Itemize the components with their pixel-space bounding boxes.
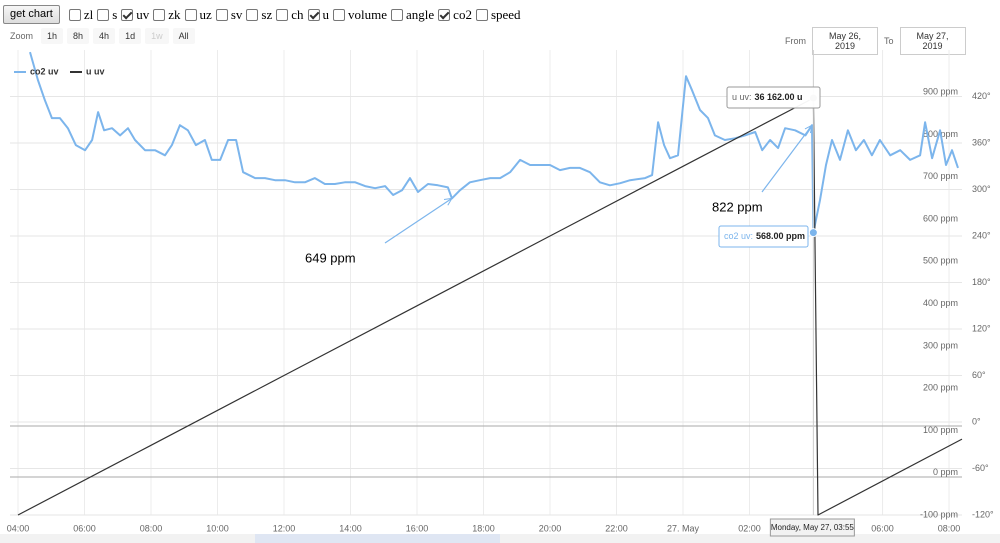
y-tick-label: 100 ppm <box>923 425 958 435</box>
y2-tick-label: 240° <box>972 230 991 240</box>
hover-point <box>808 228 818 238</box>
zoom-button[interactable]: 1h <box>41 28 64 44</box>
annotation-arrowhead <box>443 197 453 206</box>
checkbox[interactable] <box>68 8 81 21</box>
from-input[interactable]: May 26, 2019 <box>812 27 878 55</box>
to-label: To <box>884 36 894 46</box>
annotation-label: 649 ppm <box>305 250 356 265</box>
tooltip <box>726 86 821 109</box>
zoom-bar: Zoom 1h 8h 4h 1d 1w All <box>10 28 195 44</box>
checkbox[interactable] <box>184 8 197 21</box>
tooltip-label: u uv: <box>732 92 752 102</box>
y2-tick-label: -60° <box>972 463 989 473</box>
checkbox-label: zl <box>83 6 94 22</box>
navigator-window[interactable] <box>255 534 500 543</box>
x-tick-label: 08:00 <box>140 523 163 533</box>
checkbox[interactable] <box>97 8 110 21</box>
x-tick-label: 20:00 <box>539 523 562 533</box>
checkbox[interactable] <box>307 8 320 21</box>
x-tick-label: 12:00 <box>273 523 296 533</box>
checkbox-label: u <box>322 6 330 22</box>
checkbox-label: uz <box>199 6 212 22</box>
y-tick-label: 0 ppm <box>933 467 958 477</box>
checkbox[interactable] <box>276 8 289 21</box>
x-tick-label: 04:00 <box>7 523 30 533</box>
y2-tick-label: 120° <box>972 323 991 333</box>
y2-tick-label: -120° <box>972 509 994 519</box>
x-tick-label: 10:00 <box>206 523 229 533</box>
tooltip-text: co2 uv: 568.00 ppm <box>724 231 805 241</box>
x-tick-label: 16:00 <box>406 523 429 533</box>
tooltip-value: 36 162.00 u <box>755 92 803 102</box>
y2-tick-label: 360° <box>972 137 991 147</box>
x-tick-label: 06:00 <box>73 523 96 533</box>
checkbox-label: uv <box>136 6 150 22</box>
checkbox[interactable] <box>438 8 451 21</box>
checkbox-label: co2 <box>453 6 472 22</box>
series-line <box>17 97 963 516</box>
range-selector: From May 26, 2019 To May 27, 2019 <box>785 27 972 55</box>
annotation-arrow <box>761 124 813 193</box>
series-line <box>29 51 959 234</box>
x-tick-label: 27. May <box>667 523 700 533</box>
checkbox-label: ch <box>291 6 304 22</box>
zoom-button[interactable]: 1d <box>119 28 142 44</box>
get-chart-button[interactable]: get chart <box>3 5 60 24</box>
y-tick-label: 900 ppm <box>923 87 958 97</box>
y2-tick-label: 0° <box>972 416 981 426</box>
x-tick-label: 22:00 <box>605 523 628 533</box>
zoom-button[interactable]: 4h <box>93 28 116 44</box>
legend-label: u uv <box>86 66 105 76</box>
tooltip-label: co2 uv: <box>724 231 753 241</box>
checkbox[interactable] <box>391 8 404 21</box>
checkbox[interactable] <box>475 8 488 21</box>
checkbox[interactable] <box>153 8 166 21</box>
checkbox[interactable] <box>333 8 346 21</box>
crosshair-label-box <box>769 518 855 537</box>
checkbox-label: speed <box>490 6 521 22</box>
crosshair-label: Monday, May 27, 03:55 <box>771 523 855 532</box>
checkbox-label: sz <box>261 6 273 22</box>
annotation-arrow <box>384 197 453 244</box>
y-tick-label: -100 ppm <box>920 509 958 519</box>
checkbox-label: sv <box>230 6 243 22</box>
x-tick-label: 06:00 <box>871 523 894 533</box>
checkbox[interactable] <box>246 8 259 21</box>
checkbox-label: zk <box>168 6 181 22</box>
zoom-button[interactable]: 8h <box>67 28 90 44</box>
zoom-label: Zoom <box>10 31 34 41</box>
from-label: From <box>785 36 806 46</box>
checkbox-label: angle <box>406 6 435 22</box>
x-tick-label: 02:00 <box>738 523 761 533</box>
to-input[interactable]: May 27, 2019 <box>899 27 966 55</box>
annotation-label: 822 ppm <box>712 199 763 214</box>
tooltip <box>718 225 809 248</box>
y2-tick-label: 60° <box>972 370 986 380</box>
y-tick-label: 400 ppm <box>923 298 958 308</box>
checkbox-label: volume <box>348 6 388 22</box>
checkbox[interactable] <box>215 8 228 21</box>
y2-tick-label: 420° <box>972 91 991 101</box>
tooltip-text: u uv: 36 162.00 u <box>732 92 803 102</box>
zoom-button[interactable]: All <box>172 28 195 44</box>
y-tick-label: 600 ppm <box>923 213 958 223</box>
checkbox-label: s <box>112 6 118 22</box>
y2-tick-label: 300° <box>972 184 991 194</box>
y-tick-label: 300 ppm <box>923 340 958 350</box>
x-tick-label: 18:00 <box>472 523 495 533</box>
y2-tick-label: 180° <box>972 277 991 287</box>
zoom-button: 1w <box>145 28 169 44</box>
y-tick-label: 500 ppm <box>923 256 958 266</box>
y-tick-label: 700 ppm <box>923 171 958 181</box>
x-tick-label: 08:00 <box>938 523 961 533</box>
x-tick-label: 14:00 <box>339 523 362 533</box>
checkbox[interactable] <box>121 8 134 21</box>
annotation-arrowhead <box>804 124 813 134</box>
toolbar: get chart zl s uv zk uz sv sz ch u volume angle co2 s… <box>3 5 521 24</box>
tooltip-value: 568.00 ppm <box>756 231 805 241</box>
y-tick-label: 200 ppm <box>923 383 958 393</box>
legend-label: co2 uv <box>30 66 59 76</box>
